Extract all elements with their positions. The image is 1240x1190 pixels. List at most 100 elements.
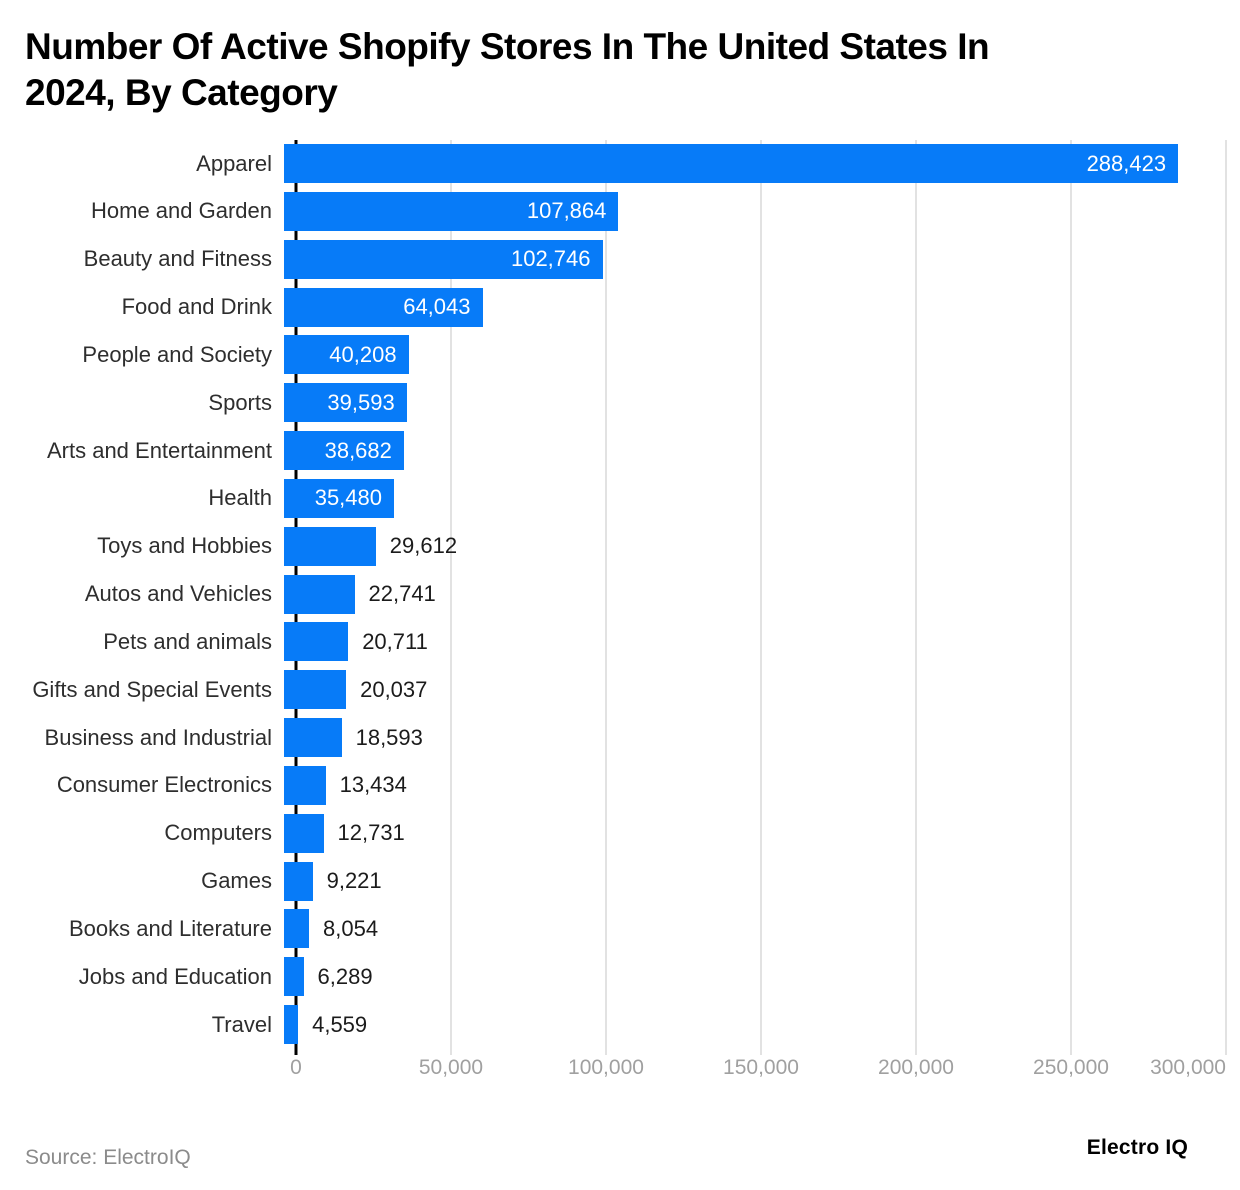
chart-page: { "header": { "title": "Number Of Active… (0, 24, 1240, 1190)
bar-track: 22,741 (284, 574, 1214, 614)
x-tick-label: 300,000 (1150, 1056, 1226, 1080)
x-tick-label: 200,000 (878, 1056, 954, 1080)
page-title: Number Of Active Shopify Stores In The U… (25, 26, 990, 113)
x-tick-label: 150,000 (723, 1056, 799, 1080)
bar-value-label: 4,559 (312, 1011, 368, 1037)
category-label: Toys and Hobbies (97, 533, 272, 559)
bar-value-label: 20,037 (360, 676, 428, 702)
category-label: Health (208, 485, 272, 511)
bar-value-label: 35,480 (314, 485, 382, 511)
chart-row: Toys and Hobbies 29,612 (0, 522, 1226, 570)
chart-row: Apparel 288,423 (0, 140, 1226, 188)
category-label: Autos and Vehicles (84, 581, 272, 607)
bar-track: 38,682 (284, 431, 1214, 471)
chart-row: Computers 12,731 (0, 809, 1226, 857)
category-label: People and Society (82, 341, 272, 367)
bar: 38,682 (284, 431, 404, 471)
chart-row: Games 9,221 (0, 857, 1226, 905)
bar (284, 861, 313, 901)
category-label: Beauty and Fitness (83, 246, 272, 272)
bar-value-label: 6,289 (317, 963, 373, 989)
chart-row: Sports 39,593 (0, 379, 1226, 427)
bar-rows: Apparel 288,423 Home and Garden 107,864 Beau… (0, 140, 1226, 1049)
bar (284, 957, 304, 997)
bar: 107,864 (284, 191, 619, 231)
x-tick-label: 100,000 (568, 1056, 644, 1080)
bar-track: 64,043 (284, 287, 1214, 327)
bar: 40,208 (284, 335, 409, 375)
category-label: Travel (211, 1011, 272, 1037)
category-label: Jobs and Education (78, 963, 272, 989)
bar-value-label: 20,711 (362, 628, 428, 654)
bar: 39,593 (284, 383, 407, 423)
chart-row: Food and Drink 64,043 (0, 283, 1226, 331)
bar-track: 40,208 (284, 335, 1214, 375)
chart-row: Jobs and Education 6,289 (0, 953, 1226, 1001)
category-label: Food and Drink (121, 294, 272, 320)
chart-row: Consumer Electronics 13,434 (0, 762, 1226, 810)
bar: 288,423 (284, 144, 1179, 184)
bar-track: 35,480 (284, 478, 1214, 518)
bar-value-label: 12,731 (337, 820, 405, 846)
chart-row: Books and Literature 8,054 (0, 905, 1226, 953)
bar: 102,746 (284, 239, 603, 279)
bar (284, 526, 376, 566)
category-label: Apparel (196, 150, 272, 176)
bar-track: 13,434 (284, 765, 1214, 805)
category-label: Pets and animals (103, 628, 272, 654)
bar-value-label: 39,593 (327, 389, 395, 415)
bar-value-label: 64,043 (403, 294, 471, 320)
bar (284, 622, 349, 662)
chart-row: People and Society 40,208 (0, 331, 1226, 379)
category-label: Home and Garden (91, 198, 272, 224)
bar-track: 20,037 (284, 670, 1214, 710)
chart-row: Business and Industrial 18,593 (0, 714, 1226, 762)
category-label: Arts and Entertainment (46, 437, 272, 463)
category-label: Books and Literature (68, 915, 272, 941)
category-label: Games (201, 868, 272, 894)
x-axis: 0 50,000 100,000 150,000 200,000 250,000 300,0… (290, 1056, 1226, 1090)
bar-track: 6,289 (284, 957, 1214, 997)
chart-row: Autos and Vehicles 22,741 (0, 570, 1226, 618)
bar (284, 909, 309, 949)
bar-value-label: 18,593 (355, 724, 423, 750)
category-label: Business and Industrial (44, 724, 272, 750)
bar: 35,480 (284, 478, 394, 518)
chart-row: Travel 4,559 (0, 1001, 1226, 1049)
bar-track: 29,612 (284, 526, 1214, 566)
bar-value-label: 29,612 (389, 533, 458, 559)
bar-value-label: 8,054 (323, 915, 379, 941)
bar (284, 1005, 299, 1045)
bar-value-label: 9,221 (326, 868, 382, 894)
source-caption: Source: ElectroIQ (25, 1146, 191, 1169)
bar-value-label: 107,864 (526, 198, 607, 224)
category-label: Computers (164, 820, 272, 846)
bar (284, 574, 355, 614)
bar-track: 20,711 (284, 622, 1214, 662)
chart-row: Arts and Entertainment 38,682 (0, 427, 1226, 475)
bar-track: 39,593 (284, 383, 1214, 423)
category-label: Consumer Electronics (56, 772, 272, 798)
x-tick-label: 250,000 (1033, 1056, 1109, 1080)
bar-track: 102,746 (284, 239, 1214, 279)
bar-value-label: 22,741 (368, 581, 436, 607)
bar-track: 18,593 (284, 718, 1214, 758)
bar-track: 4,559 (284, 1005, 1214, 1045)
category-label: Sports (208, 389, 272, 415)
bar-value-label: 38,682 (324, 437, 392, 463)
bar-value-label: 102,746 (510, 246, 591, 272)
bar-value-label: 13,434 (339, 772, 407, 798)
bar (284, 718, 342, 758)
chart-row: Pets and animals 20,711 (0, 618, 1226, 666)
brand-logo: Electro IQ (1086, 1136, 1188, 1159)
chart-row: Beauty and Fitness 102,746 (0, 235, 1226, 283)
chart-row: Health 35,480 (0, 475, 1226, 523)
bar-chart: Apparel 288,423 Home and Garden 107,864 Beau… (0, 139, 1227, 1091)
bar-track: 9,221 (284, 861, 1214, 901)
chart-row: Home and Garden 107,864 (0, 188, 1226, 236)
bar: 64,043 (284, 287, 483, 327)
x-tick-label: 50,000 (418, 1056, 484, 1080)
bar-value-label: 288,423 (1086, 150, 1167, 176)
bar-track: 8,054 (284, 909, 1214, 949)
chart-row: Gifts and Special Events 20,037 (0, 666, 1226, 714)
